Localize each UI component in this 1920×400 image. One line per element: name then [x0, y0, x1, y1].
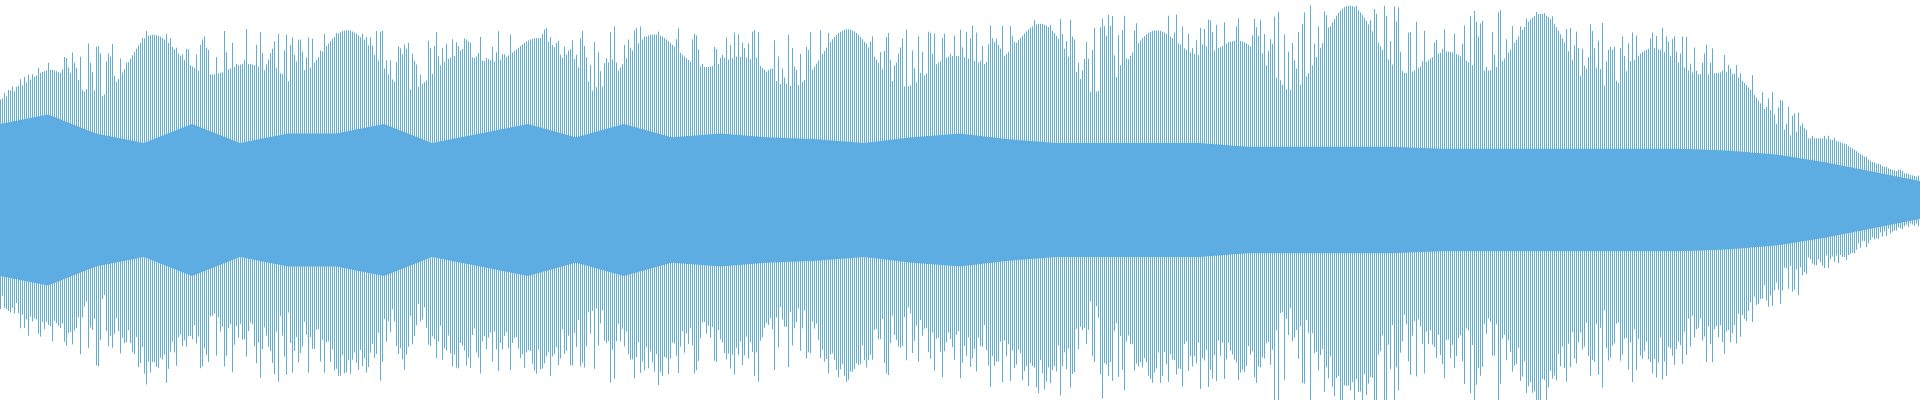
audio-waveform[interactable]: [0, 0, 1920, 400]
